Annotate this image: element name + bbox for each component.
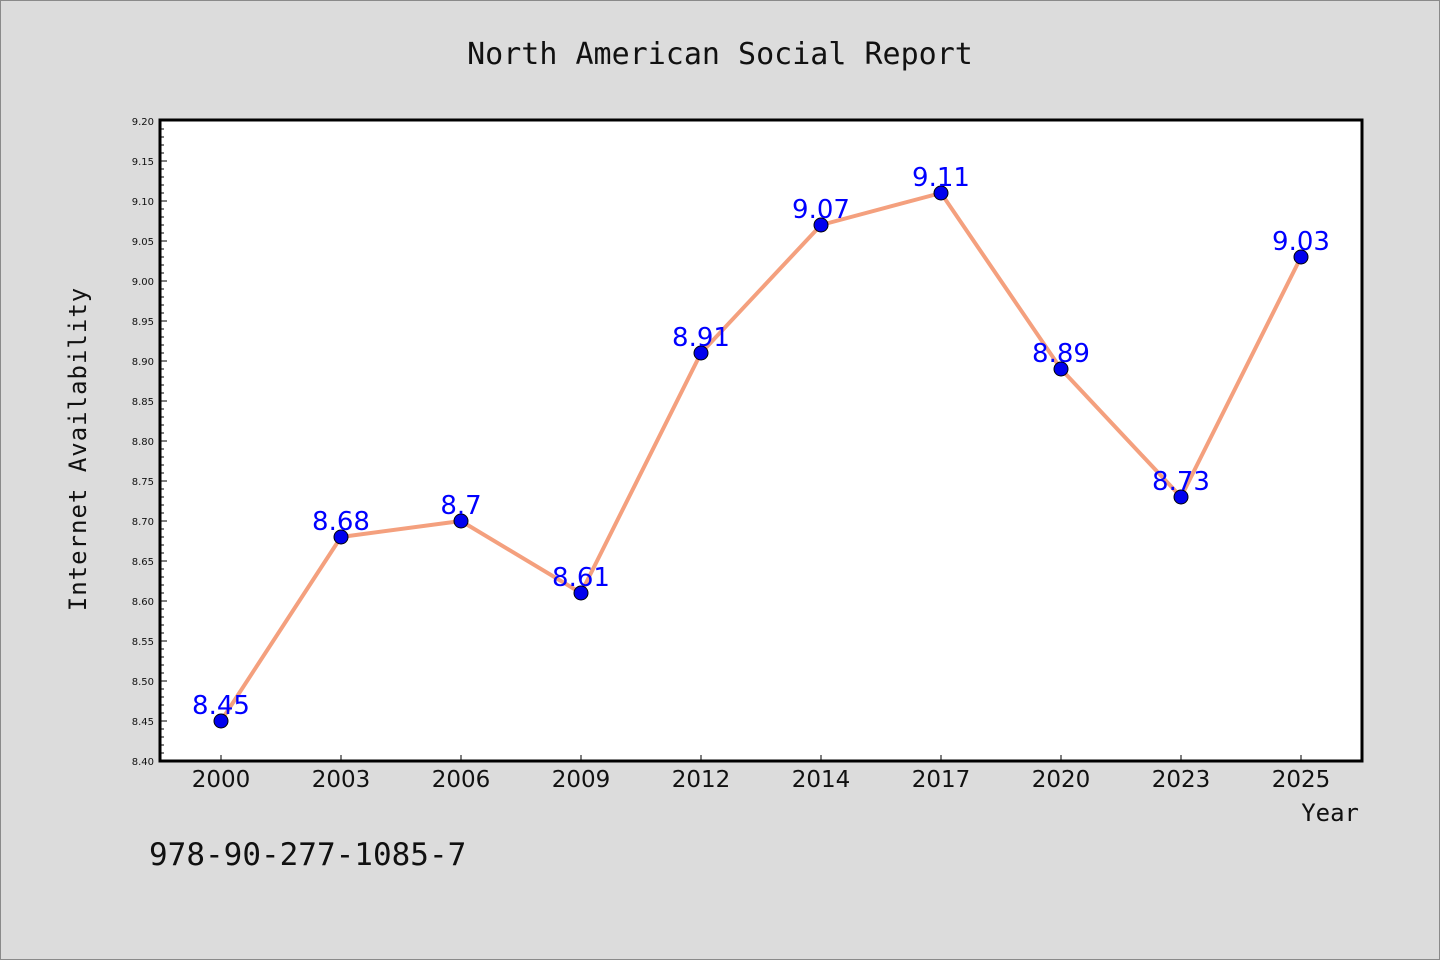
y-tick-label: 8.80 (132, 437, 154, 448)
y-tick-label: 9.10 (132, 197, 154, 208)
data-point (213, 713, 229, 729)
y-tick-label: 9.20 (132, 117, 154, 128)
x-axis: 2000 2003 2006 2009 2012 2014 2017 2020 2023 2025 (192, 755, 1331, 793)
y-tick-label: 8.90 (132, 357, 154, 368)
y-tick-label: 8.40 (132, 757, 154, 768)
x-tick-label: 2012 (672, 767, 731, 793)
x-axis-title: Year (1301, 799, 1359, 827)
data-label: 8.7 (440, 491, 481, 521)
series-layer: 8.45 8.68 8.7 8.61 8.91 9.07 9.11 8.89 8.73 9.03 (192, 163, 1330, 729)
y-tick-label: 8.55 (132, 637, 154, 648)
plot-area (158, 118, 1364, 763)
data-point (933, 185, 949, 201)
data-label: 8.89 (1032, 339, 1090, 369)
data-label: 9.11 (912, 163, 970, 193)
data-point (1293, 249, 1309, 265)
x-tick-label: 2000 (192, 767, 251, 793)
data-point (813, 217, 829, 233)
y-tick-label: 9.15 (132, 157, 154, 168)
data-point (333, 529, 349, 545)
y-axis: 8.40 8.45 8.50 8.55 8.60 8.65 8.70 8.75 8.80 8.85… (132, 117, 167, 768)
x-tick-label: 2025 (1272, 767, 1331, 793)
x-tick-label: 2003 (312, 767, 371, 793)
y-tick-label: 8.70 (132, 517, 154, 528)
data-label: 8.45 (192, 691, 250, 721)
x-tick-label: 2006 (432, 767, 491, 793)
data-point (1053, 361, 1069, 377)
y-tick-label: 8.50 (132, 677, 154, 688)
x-tick-label: 2017 (912, 767, 971, 793)
data-point (1173, 489, 1189, 505)
data-label: 8.73 (1152, 467, 1210, 497)
y-tick-label: 8.60 (132, 597, 154, 608)
y-tick-label: 8.95 (132, 317, 154, 328)
x-tick-label: 2023 (1152, 767, 1211, 793)
data-label: 9.03 (1272, 227, 1330, 257)
series-line (219, 191, 1303, 723)
data-point (693, 345, 709, 361)
y-tick-label: 8.45 (132, 717, 154, 728)
data-label: 8.68 (312, 507, 370, 537)
data-label: 8.61 (552, 563, 610, 593)
data-point (453, 513, 469, 529)
data-point (573, 585, 589, 601)
y-tick-label: 8.75 (132, 477, 154, 488)
chart-title: North American Social Report (467, 37, 973, 72)
data-label: 8.91 (672, 323, 730, 353)
x-tick-label: 2014 (792, 767, 851, 793)
y-tick-label: 9.00 (132, 277, 154, 288)
x-tick-label: 2020 (1032, 767, 1091, 793)
isbn-text: 978-90-277-1085-7 (149, 837, 466, 873)
data-label: 9.07 (792, 195, 850, 225)
y-tick-label: 9.05 (132, 237, 154, 248)
x-tick-label: 2009 (552, 767, 611, 793)
y-tick-label: 8.65 (132, 557, 154, 568)
y-tick-label: 8.85 (132, 397, 154, 408)
y-axis-title: Internet Availability (64, 287, 92, 611)
